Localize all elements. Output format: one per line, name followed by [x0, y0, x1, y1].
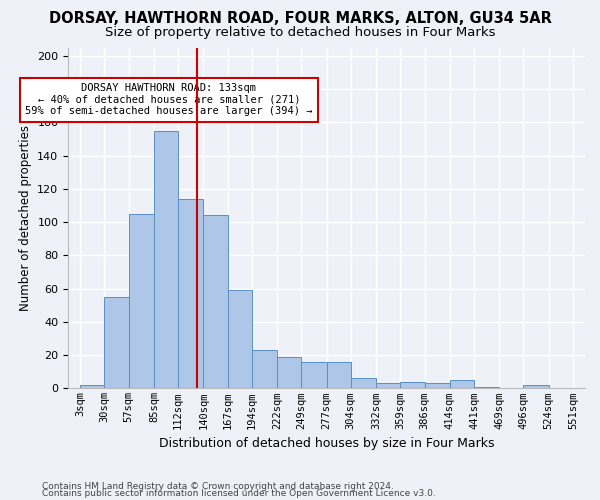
X-axis label: Distribution of detached houses by size in Four Marks: Distribution of detached houses by size … — [159, 437, 494, 450]
Bar — [203, 216, 227, 388]
Bar — [326, 362, 351, 388]
Bar — [351, 378, 376, 388]
Bar — [252, 350, 277, 389]
Bar — [154, 130, 178, 388]
Bar — [474, 386, 499, 388]
Bar — [80, 385, 104, 388]
Text: Size of property relative to detached houses in Four Marks: Size of property relative to detached ho… — [105, 26, 495, 39]
Text: Contains public sector information licensed under the Open Government Licence v3: Contains public sector information licen… — [42, 489, 436, 498]
Text: DORSAY HAWTHORN ROAD: 133sqm
← 40% of detached houses are smaller (271)
59% of s: DORSAY HAWTHORN ROAD: 133sqm ← 40% of de… — [25, 84, 313, 116]
Bar — [523, 385, 548, 388]
Bar — [104, 297, 129, 388]
Y-axis label: Number of detached properties: Number of detached properties — [19, 125, 32, 311]
Bar — [301, 362, 326, 388]
Text: Contains HM Land Registry data © Crown copyright and database right 2024.: Contains HM Land Registry data © Crown c… — [42, 482, 394, 491]
Text: DORSAY, HAWTHORN ROAD, FOUR MARKS, ALTON, GU34 5AR: DORSAY, HAWTHORN ROAD, FOUR MARKS, ALTON… — [49, 11, 551, 26]
Bar — [227, 290, 252, 388]
Bar — [277, 357, 301, 388]
Bar — [376, 384, 400, 388]
Bar — [129, 214, 154, 388]
Bar — [425, 384, 450, 388]
Bar — [178, 199, 203, 388]
Bar — [450, 380, 474, 388]
Bar — [400, 382, 425, 388]
